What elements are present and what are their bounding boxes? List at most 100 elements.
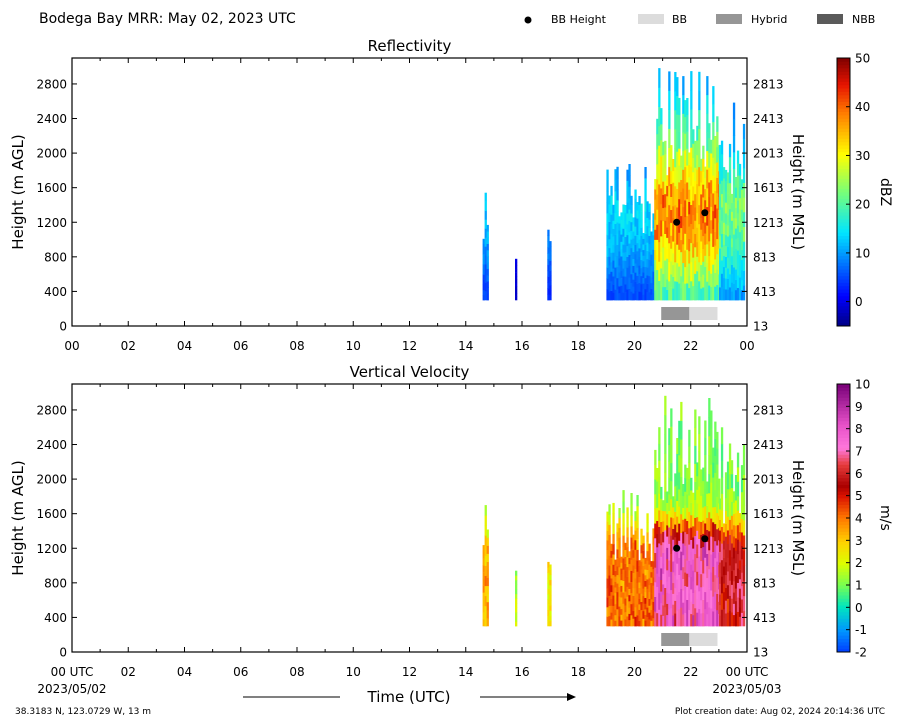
echo-cell <box>736 200 740 214</box>
echo-cell <box>674 511 677 525</box>
echo-cell <box>618 606 621 617</box>
echo-cell <box>618 616 621 627</box>
echo-cell <box>652 617 655 627</box>
echo-cell <box>700 613 703 627</box>
echo-cell <box>610 224 613 234</box>
echo-cell <box>710 482 713 501</box>
echo-cell <box>652 227 655 236</box>
echo-cell <box>610 550 613 558</box>
echo-cell <box>610 271 613 282</box>
echo-cell <box>686 199 689 217</box>
echo-cell <box>662 155 665 169</box>
echo-cell <box>640 219 643 228</box>
echo-cell <box>668 609 671 627</box>
echo-cell <box>702 586 705 600</box>
echo-cell <box>642 249 645 256</box>
echo-cell <box>646 217 649 227</box>
y-tick-label-right: 1613 <box>753 507 784 521</box>
echo-cell <box>732 614 736 627</box>
echo-cell <box>620 614 623 621</box>
echo-cell <box>728 550 732 566</box>
echo-cell <box>726 193 730 205</box>
echo-cell <box>692 492 695 505</box>
echo-cell <box>622 501 625 514</box>
echo-cell <box>684 200 687 218</box>
echo-cell <box>742 153 746 169</box>
echo-cell <box>742 444 746 460</box>
echo-cell <box>515 272 518 277</box>
echo-cell <box>720 273 724 288</box>
echo-cell <box>680 532 683 552</box>
colorbar-segment <box>837 218 850 223</box>
echo-cell <box>694 409 697 428</box>
echo-cell <box>674 498 677 512</box>
x-tick-label: 22 <box>683 339 698 353</box>
echo-cell <box>712 175 715 194</box>
echo-cell <box>706 188 709 208</box>
echo-cell <box>670 571 673 591</box>
echo-cell <box>736 212 740 226</box>
y-tick-label-right: 2013 <box>753 147 784 161</box>
echo-cell <box>728 595 732 612</box>
echo-cell <box>638 282 641 292</box>
echo-cell <box>720 153 724 168</box>
echo-cell <box>622 546 625 559</box>
echo-cell <box>612 523 615 534</box>
echo-cell <box>668 428 671 445</box>
echo-cell <box>652 560 655 570</box>
echo-cell <box>658 280 661 301</box>
echo-cell <box>608 534 611 546</box>
echo-cell <box>712 193 715 212</box>
echo-cell <box>482 551 485 559</box>
echo-cell <box>620 256 623 264</box>
y-tick-label: 800 <box>44 576 67 590</box>
echo-cell <box>702 467 705 482</box>
echo-cell <box>710 446 713 465</box>
y-tick-label: 2000 <box>36 473 67 487</box>
echo-cell <box>684 183 687 201</box>
echo-cell <box>668 223 671 244</box>
echo-cell <box>642 255 645 262</box>
echo-cell <box>684 150 687 168</box>
y-tick-label: 2400 <box>36 112 67 126</box>
echo-cell <box>644 233 647 245</box>
echo-cell <box>722 167 726 179</box>
echo-cell <box>650 599 653 605</box>
echo-cell <box>726 289 730 301</box>
echo-cell <box>549 290 552 296</box>
colorbar-segment <box>837 578 850 583</box>
echo-cell <box>668 494 671 511</box>
echo-cell <box>486 593 489 603</box>
colorbar-segment <box>837 208 850 213</box>
colorbar-segment <box>837 248 850 253</box>
echo-cell <box>654 567 657 583</box>
echo-cell <box>612 564 615 576</box>
echo-cell <box>706 517 709 530</box>
echo-cell <box>704 255 707 267</box>
echo-cell <box>668 262 671 282</box>
echo-cell <box>640 601 643 611</box>
echo-cell <box>650 282 653 289</box>
x-tick-label: 00 UTC <box>726 665 769 679</box>
echo-cell <box>644 620 647 627</box>
echo-cell <box>678 489 681 507</box>
echo-cell <box>486 262 489 270</box>
echo-cell <box>704 266 707 279</box>
echo-cell <box>698 281 701 301</box>
echo-cell <box>638 274 641 284</box>
echo-cell <box>682 566 685 579</box>
colorbar-tick-label: -1 <box>855 623 867 637</box>
echo-cell <box>648 550 651 558</box>
echo-cell <box>648 605 651 613</box>
echo-cell <box>740 599 744 613</box>
echo-cell <box>688 201 691 215</box>
echo-cell <box>716 480 719 497</box>
x-tick-label: 16 <box>514 665 529 679</box>
echo-cell <box>652 544 655 554</box>
echo-cell <box>650 248 653 255</box>
echo-cell <box>547 572 550 579</box>
echo-cell <box>682 614 685 627</box>
echo-cell <box>708 285 711 301</box>
x-tick-label: 12 <box>402 665 417 679</box>
echo-cell <box>674 205 677 225</box>
